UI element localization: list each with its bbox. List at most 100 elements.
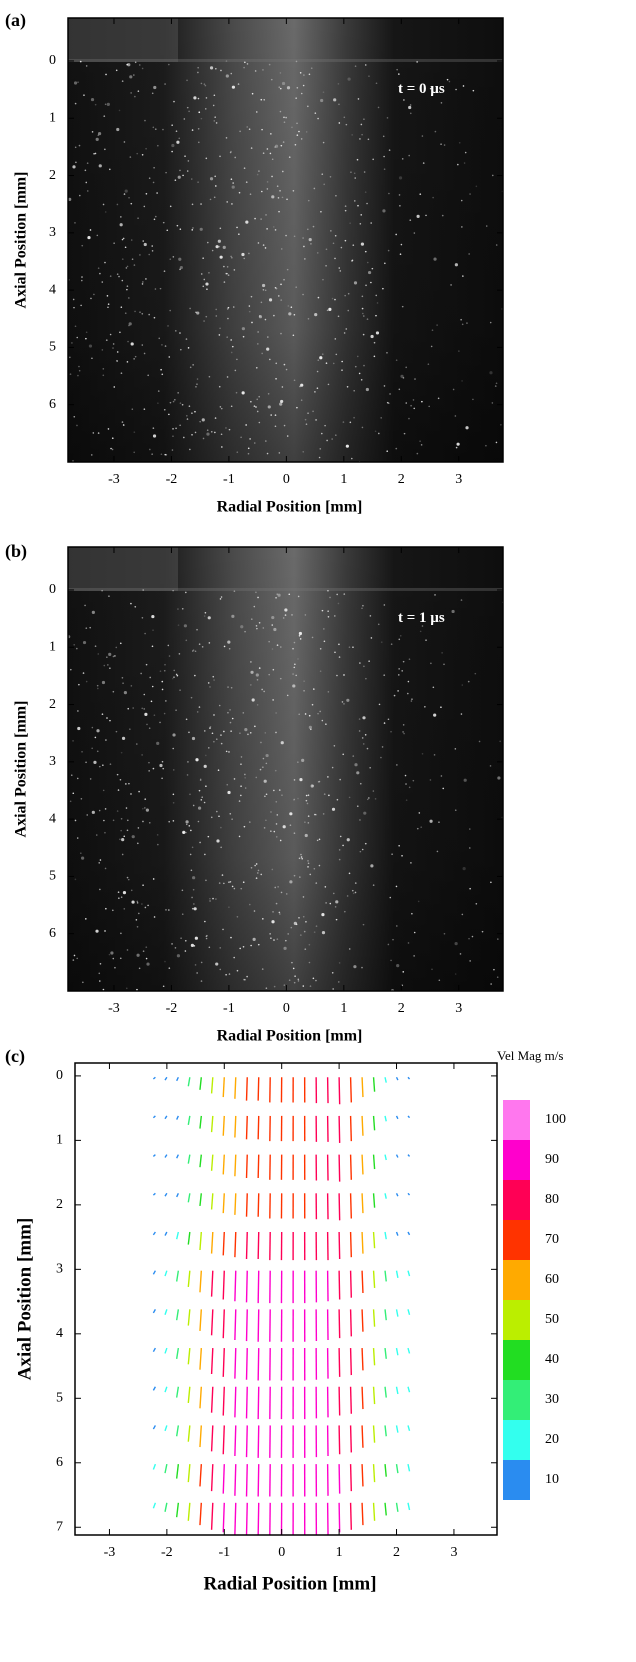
speckle — [160, 670, 162, 672]
speckle — [96, 729, 99, 732]
speckle — [221, 743, 223, 745]
vector — [177, 1232, 179, 1239]
speckle — [138, 90, 140, 92]
speckle — [195, 650, 197, 652]
speckle — [107, 306, 109, 308]
speckle — [279, 403, 282, 406]
speckle — [269, 933, 271, 935]
speckle — [283, 141, 285, 143]
speckle — [298, 713, 300, 715]
speckle — [334, 615, 336, 617]
speckle — [141, 754, 143, 756]
speckle — [98, 862, 100, 864]
speckle — [172, 748, 174, 750]
vector — [177, 1309, 179, 1320]
speckle — [419, 812, 421, 814]
speckle — [406, 799, 408, 801]
speckle — [338, 267, 340, 269]
speckle — [229, 709, 231, 711]
speckle — [80, 852, 82, 854]
vector — [200, 1309, 201, 1331]
speckle — [127, 285, 129, 287]
speckle — [178, 138, 180, 140]
speckle — [172, 449, 174, 451]
speckle — [233, 306, 235, 308]
speckle — [103, 665, 105, 667]
vector — [247, 1232, 248, 1259]
y-tick-label: 5 — [49, 340, 56, 355]
speckle — [275, 425, 277, 427]
x-axis-label: Radial Position [mm] — [203, 1573, 376, 1594]
speckle — [417, 453, 419, 455]
speckle — [325, 723, 327, 725]
speckle — [346, 445, 349, 448]
vector — [165, 1387, 167, 1392]
speckle — [246, 976, 248, 978]
speckle — [485, 445, 487, 447]
y-tick-label: 0 — [56, 1068, 63, 1083]
speckle — [239, 192, 241, 194]
colorbar-label: 10 — [545, 1472, 559, 1487]
speckle — [398, 845, 400, 847]
speckle — [489, 371, 492, 374]
speckle — [315, 112, 317, 114]
speckle — [465, 152, 467, 154]
speckle — [234, 269, 236, 271]
speckle — [236, 451, 238, 453]
speckle — [201, 980, 203, 982]
speckle — [317, 840, 319, 842]
speckle — [231, 615, 234, 618]
speckle — [308, 862, 310, 864]
speckle — [168, 356, 170, 358]
speckle — [169, 655, 171, 657]
speckle — [170, 402, 172, 404]
speckle — [333, 243, 335, 245]
speckle — [202, 257, 204, 259]
speckle — [442, 215, 444, 217]
speckle — [265, 440, 267, 442]
speckle — [133, 74, 135, 76]
speckle — [245, 787, 247, 789]
vector — [212, 1077, 213, 1093]
vector — [362, 1387, 363, 1409]
speckle — [284, 121, 286, 123]
speckle — [249, 438, 251, 440]
speckle — [213, 741, 215, 743]
speckle — [103, 820, 105, 822]
speckle — [226, 784, 228, 786]
speckle — [214, 94, 216, 96]
speckle — [352, 646, 354, 648]
speckle — [349, 797, 351, 799]
speckle — [351, 458, 353, 460]
speckle — [265, 732, 267, 734]
speckle — [211, 817, 213, 819]
speckle — [125, 190, 128, 193]
speckle — [344, 295, 346, 297]
y-tick-label: 7 — [56, 1519, 63, 1534]
speckle — [122, 854, 124, 856]
speckle — [307, 803, 309, 805]
speckle — [76, 648, 78, 650]
vector — [223, 1387, 224, 1416]
speckle — [322, 720, 324, 722]
speckle — [153, 768, 155, 770]
speckle — [271, 176, 273, 178]
speckle — [425, 639, 427, 641]
speckle — [198, 111, 200, 113]
speckle — [186, 718, 188, 720]
vector — [385, 1348, 386, 1359]
vector — [212, 1309, 213, 1335]
speckle — [159, 764, 162, 767]
speckle — [186, 338, 188, 340]
vector — [374, 1232, 375, 1248]
y-tick-label: 2 — [49, 697, 56, 712]
vector — [212, 1387, 213, 1413]
speckle — [146, 193, 148, 195]
speckle — [332, 298, 334, 300]
speckle — [218, 240, 221, 243]
speckle — [263, 152, 265, 154]
speckle — [238, 83, 240, 85]
speckle — [292, 673, 294, 675]
speckle — [209, 946, 211, 948]
speckle — [200, 228, 203, 231]
